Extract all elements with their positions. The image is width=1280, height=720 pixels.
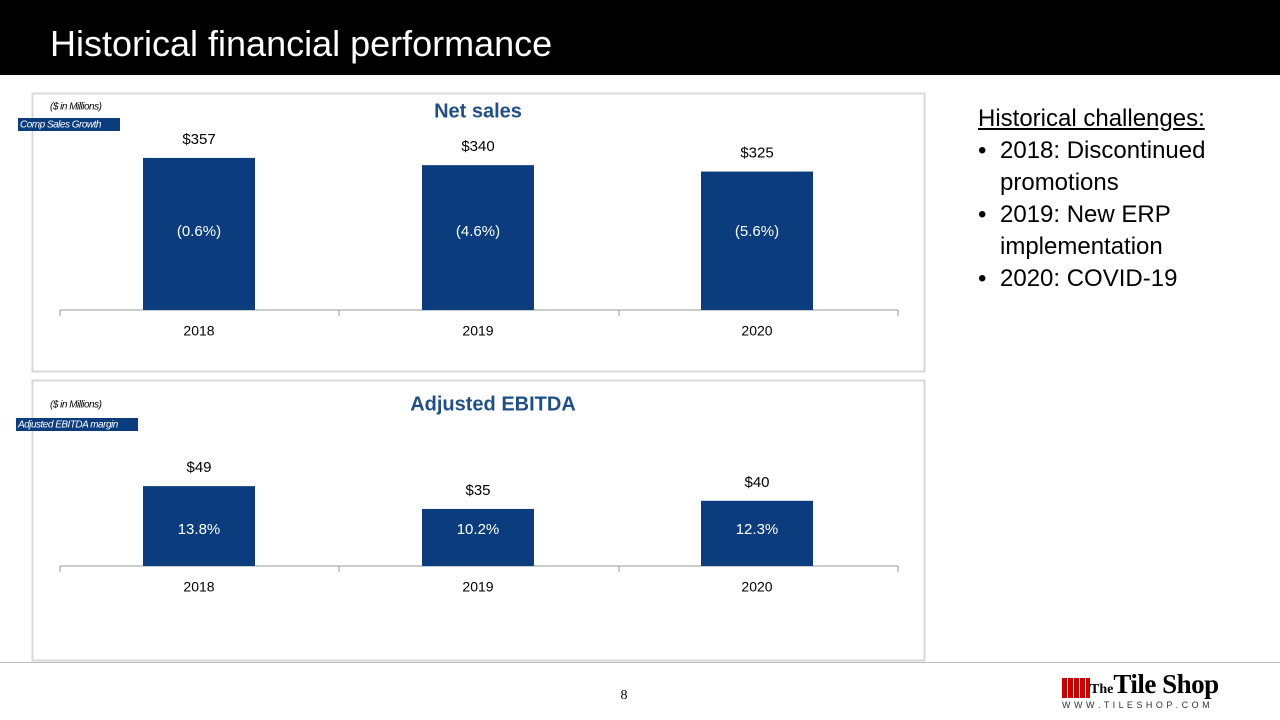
value-label: $325 [740,145,773,162]
legend-label: Adjusted EBITDA margin [17,420,119,431]
secondary-label: 12.3% [736,521,779,538]
chart-title: Net sales [434,100,522,122]
unit-note: ($ in Millions) [50,102,102,113]
logo-prefix: The [1090,682,1114,697]
bar [701,500,813,566]
x-tick-label: 2019 [462,579,493,595]
secondary-label: 10.2% [457,521,500,538]
secondary-label: (4.6%) [456,223,500,240]
value-label: $35 [465,482,490,499]
value-label: $40 [744,474,769,491]
unit-note: ($ in Millions) [50,400,102,411]
bar [422,165,534,310]
bar [143,157,255,310]
chart-frame [31,379,926,662]
challenge-item: 2019: New ERP implementation [978,199,1268,263]
secondary-label: 13.8% [178,521,221,538]
legend-label: Comp Sales Growth [20,120,102,131]
page-number: 8 [620,688,628,703]
header-bar [0,0,1280,75]
bar [143,486,255,566]
secondary-label: (0.6%) [177,223,221,240]
x-tick-label: 2018 [183,323,214,339]
x-tick-label: 2019 [462,323,493,339]
challenge-list: 2018: Discontinued promotions 2019: New … [978,135,1268,295]
challenges: Historical challenges: 2018: Discontinue… [978,103,1268,295]
footer-rule [0,662,1280,663]
chart: Net sales ($ in Millions) Comp Sales Growt… [18,92,926,373]
secondary-label: (5.6%) [735,223,779,240]
bar [422,508,534,566]
logo-mark [1062,678,1090,698]
slide-title: Historical financial performance [50,23,553,64]
chart-frame [31,92,926,373]
legend-box [18,118,120,131]
chart-title: Adjusted EBITDA [410,393,576,415]
challenge-item: 2020: COVID-19 [978,263,1268,295]
chart: Adjusted EBITDA ($ in Millions) Adjusted E… [16,379,926,662]
x-tick-label: 2018 [183,579,214,595]
logo-name: Tile Shop [1113,669,1219,699]
x-tick-label: 2020 [741,323,772,339]
legend-box [16,418,138,431]
value-label: $340 [461,138,494,155]
value-label: $357 [182,131,215,148]
logo-url: W W W . T I L E S H O P . C O M [1062,700,1211,710]
logo: TheTile Shop W W W . T I L E S H O P . C… [1062,670,1262,710]
bar [701,171,813,310]
value-label: $49 [186,459,211,476]
x-tick-label: 2020 [741,579,772,595]
challenge-item: 2018: Discontinued promotions [978,135,1268,199]
challenges-heading: Historical challenges: [978,105,1205,132]
